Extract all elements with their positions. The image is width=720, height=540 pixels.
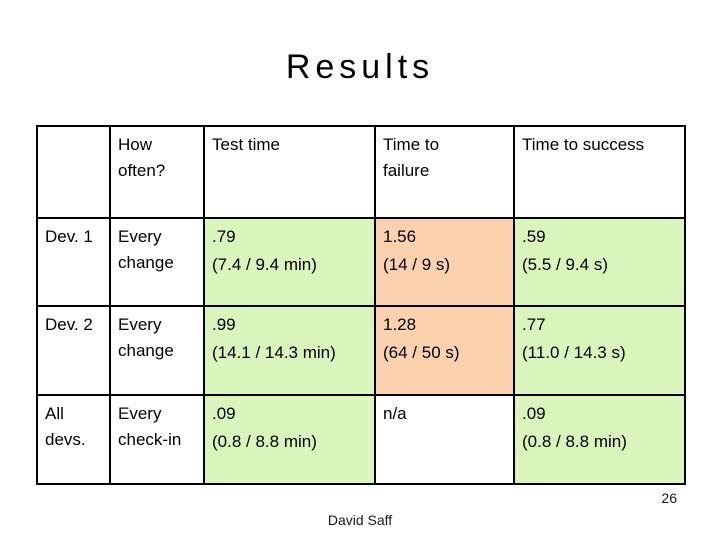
cell-detail: (0.8 / 8.8 min): [212, 432, 317, 451]
cell-value: 1.28: [383, 315, 417, 334]
cell-value: .79: [212, 227, 236, 246]
cell-all-devs-time-to-success: .09 (0.8 / 8.8 min): [513, 394, 686, 485]
row-label-text: Dev. 2: [45, 315, 93, 334]
header-test-time: Test time: [203, 125, 376, 219]
cell-text: check-in: [118, 430, 182, 449]
cell-value: .09: [522, 404, 546, 423]
header-text: How: [118, 135, 153, 154]
cell-text: Every: [118, 404, 162, 423]
results-table: How often? Test time Time to failure Tim…: [36, 125, 686, 485]
row-label-dev1: Dev. 1: [36, 217, 111, 307]
cell-dev1-test-time: .79 (7.4 / 9.4 min): [203, 217, 376, 307]
table-row-dev1: Dev. 1 Every change .79 (7.4 / 9.4 min) …: [36, 217, 686, 307]
cell-value: 1.56: [383, 227, 417, 246]
header-time-to-failure: Time to failure: [374, 125, 515, 219]
cell-all-devs-frequency: Every check-in: [109, 394, 205, 485]
cell-text: change: [118, 253, 174, 272]
row-label-text: All: [45, 404, 64, 423]
row-label-dev2: Dev. 2: [36, 305, 111, 396]
cell-detail: (5.5 / 9.4 s): [522, 255, 608, 274]
header-how-often: How often?: [109, 125, 205, 219]
header-blank-cell: [36, 125, 111, 219]
cell-all-devs-time-to-failure: n/a: [374, 394, 515, 485]
cell-dev1-frequency: Every change: [109, 217, 205, 307]
header-time-to-success: Time to success: [513, 125, 686, 219]
cell-text: Every: [118, 315, 162, 334]
cell-dev2-frequency: Every change: [109, 305, 205, 396]
cell-detail: (0.8 / 8.8 min): [522, 432, 627, 451]
cell-dev2-time-to-failure: 1.28 (64 / 50 s): [374, 305, 515, 396]
row-label-text: devs.: [45, 430, 86, 449]
cell-value: .09: [212, 404, 236, 423]
cell-value: n/a: [383, 404, 407, 423]
header-text: Test time: [212, 135, 281, 154]
cell-detail: (14 / 9 s): [383, 255, 451, 274]
cell-all-devs-test-time: .09 (0.8 / 8.8 min): [203, 394, 376, 485]
cell-detail: (7.4 / 9.4 min): [212, 255, 317, 274]
header-text: Time to success: [522, 135, 645, 154]
slide-title: Results: [285, 48, 435, 86]
cell-dev2-time-to-success: .77 (11.0 / 14.3 s): [513, 305, 686, 396]
cell-dev1-time-to-failure: 1.56 (14 / 9 s): [374, 217, 515, 307]
cell-detail: (14.1 / 14.3 min): [212, 343, 336, 362]
cell-value: .99: [212, 315, 236, 334]
cell-text: Every: [118, 227, 162, 246]
cell-text: change: [118, 341, 174, 360]
cell-dev2-test-time: .99 (14.1 / 14.3 min): [203, 305, 376, 396]
cell-value: .77: [522, 315, 546, 334]
table-row-all-devs: All devs. Every check-in .09 (0.8 / 8.8 …: [36, 394, 686, 485]
table-header-row: How often? Test time Time to failure Tim…: [36, 125, 686, 219]
header-text: Time to: [383, 135, 440, 154]
cell-dev1-time-to-success: .59 (5.5 / 9.4 s): [513, 217, 686, 307]
page-number: 26: [661, 490, 677, 506]
table-row-dev2: Dev. 2 Every change .99 (14.1 / 14.3 min…: [36, 305, 686, 396]
row-label-all-devs: All devs.: [36, 394, 111, 485]
cell-detail: (64 / 50 s): [383, 343, 460, 362]
row-label-text: Dev. 1: [45, 227, 93, 246]
cell-value: .59: [522, 227, 546, 246]
cell-detail: (11.0 / 14.3 s): [522, 343, 626, 362]
footer-author: David Saff: [327, 512, 393, 528]
header-text: failure: [383, 161, 430, 180]
header-text: often?: [118, 161, 166, 180]
